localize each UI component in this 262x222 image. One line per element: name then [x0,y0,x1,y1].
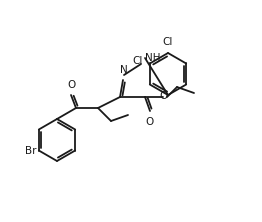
Text: O: O [146,117,154,127]
Text: O: O [67,80,75,90]
Text: N: N [120,65,128,75]
Text: Br: Br [25,145,37,155]
Text: Cl: Cl [163,37,173,47]
Text: O: O [160,91,168,101]
Text: NH: NH [145,53,161,63]
Text: Cl: Cl [132,57,143,67]
